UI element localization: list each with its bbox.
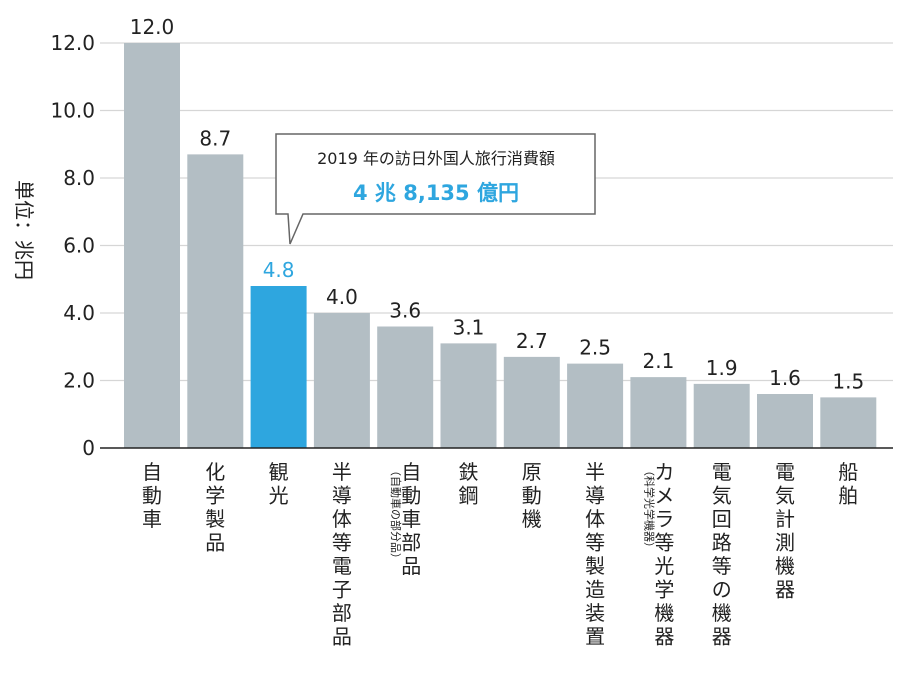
value-label: 3.6	[389, 299, 421, 323]
bar	[693, 383, 750, 448]
value-label: 2.1	[642, 349, 674, 373]
y-tick-label: 4.0	[63, 301, 95, 325]
y-axis-label: 単位：兆円	[12, 180, 36, 280]
category-label: 自動車部品	[401, 460, 421, 578]
category-note: （科学光学機器）	[642, 465, 656, 553]
value-label: 4.8	[263, 258, 295, 282]
value-label: 12.0	[130, 15, 175, 39]
bar	[567, 363, 624, 448]
callout-total: 4 兆 8,135 億円	[353, 181, 519, 205]
bar	[757, 394, 813, 448]
value-label: 2.5	[579, 336, 611, 360]
category-label: 化学製品	[205, 460, 225, 555]
callout-box	[275, 133, 596, 245]
y-axis-ticks: 0 2.0 4.0 6.0 8.0 10.0 12.0	[50, 31, 95, 460]
category-label: 鉄鋼	[459, 460, 479, 508]
callout-title: 2019 年の訪日外国人旅行消費額	[317, 149, 555, 168]
category-label: 観光	[269, 460, 289, 508]
category-note: （自動車の部分品）	[389, 465, 403, 564]
y-tick-label: 6.0	[63, 234, 95, 258]
bar	[630, 377, 687, 448]
value-label: 1.6	[769, 366, 801, 390]
category-label: 自動車	[142, 460, 162, 531]
bar	[440, 343, 497, 448]
category-label: 船舶	[838, 460, 858, 508]
bar	[503, 356, 560, 448]
bar	[313, 313, 370, 448]
value-label: 3.1	[453, 315, 485, 339]
bar	[124, 43, 180, 448]
value-label: 1.9	[706, 356, 738, 380]
bar	[187, 154, 244, 448]
y-tick-label: 0	[82, 436, 95, 460]
y-tick-label: 2.0	[63, 369, 95, 393]
category-labels: 自動車 化学製品 観光 半導体等電子部品 自動車部品（自動車の部分品） 鉄鋼 原動機 半導体等…	[142, 460, 858, 649]
bars	[124, 43, 877, 448]
value-label: 1.5	[832, 369, 864, 393]
category-label: 電気回路等の機器	[712, 460, 732, 649]
y-tick-label: 8.0	[63, 166, 95, 190]
category-label: 電気計測機器	[775, 460, 795, 602]
value-label: 8.7	[199, 126, 231, 150]
bar	[377, 326, 434, 448]
value-label: 4.0	[326, 285, 358, 309]
category-label: 半導体等製造装置	[585, 460, 605, 649]
value-labels: 12.0 8.7 4.8 4.0 3.6 3.1 2.7 2.5 2.1 1.9 1.6 1.5	[130, 15, 864, 393]
y-tick-label: 12.0	[50, 31, 95, 55]
y-tick-label: 10.0	[50, 99, 95, 123]
category-label: カメラ等光学機器	[654, 460, 674, 649]
annotation-callout: 2019 年の訪日外国人旅行消費額 4 兆 8,135 億円	[275, 133, 596, 245]
value-label: 2.7	[516, 329, 548, 353]
category-label: 原動機	[522, 460, 542, 531]
bar	[250, 286, 307, 448]
bar	[820, 397, 877, 448]
category-label: 半導体等電子部品	[332, 460, 352, 649]
